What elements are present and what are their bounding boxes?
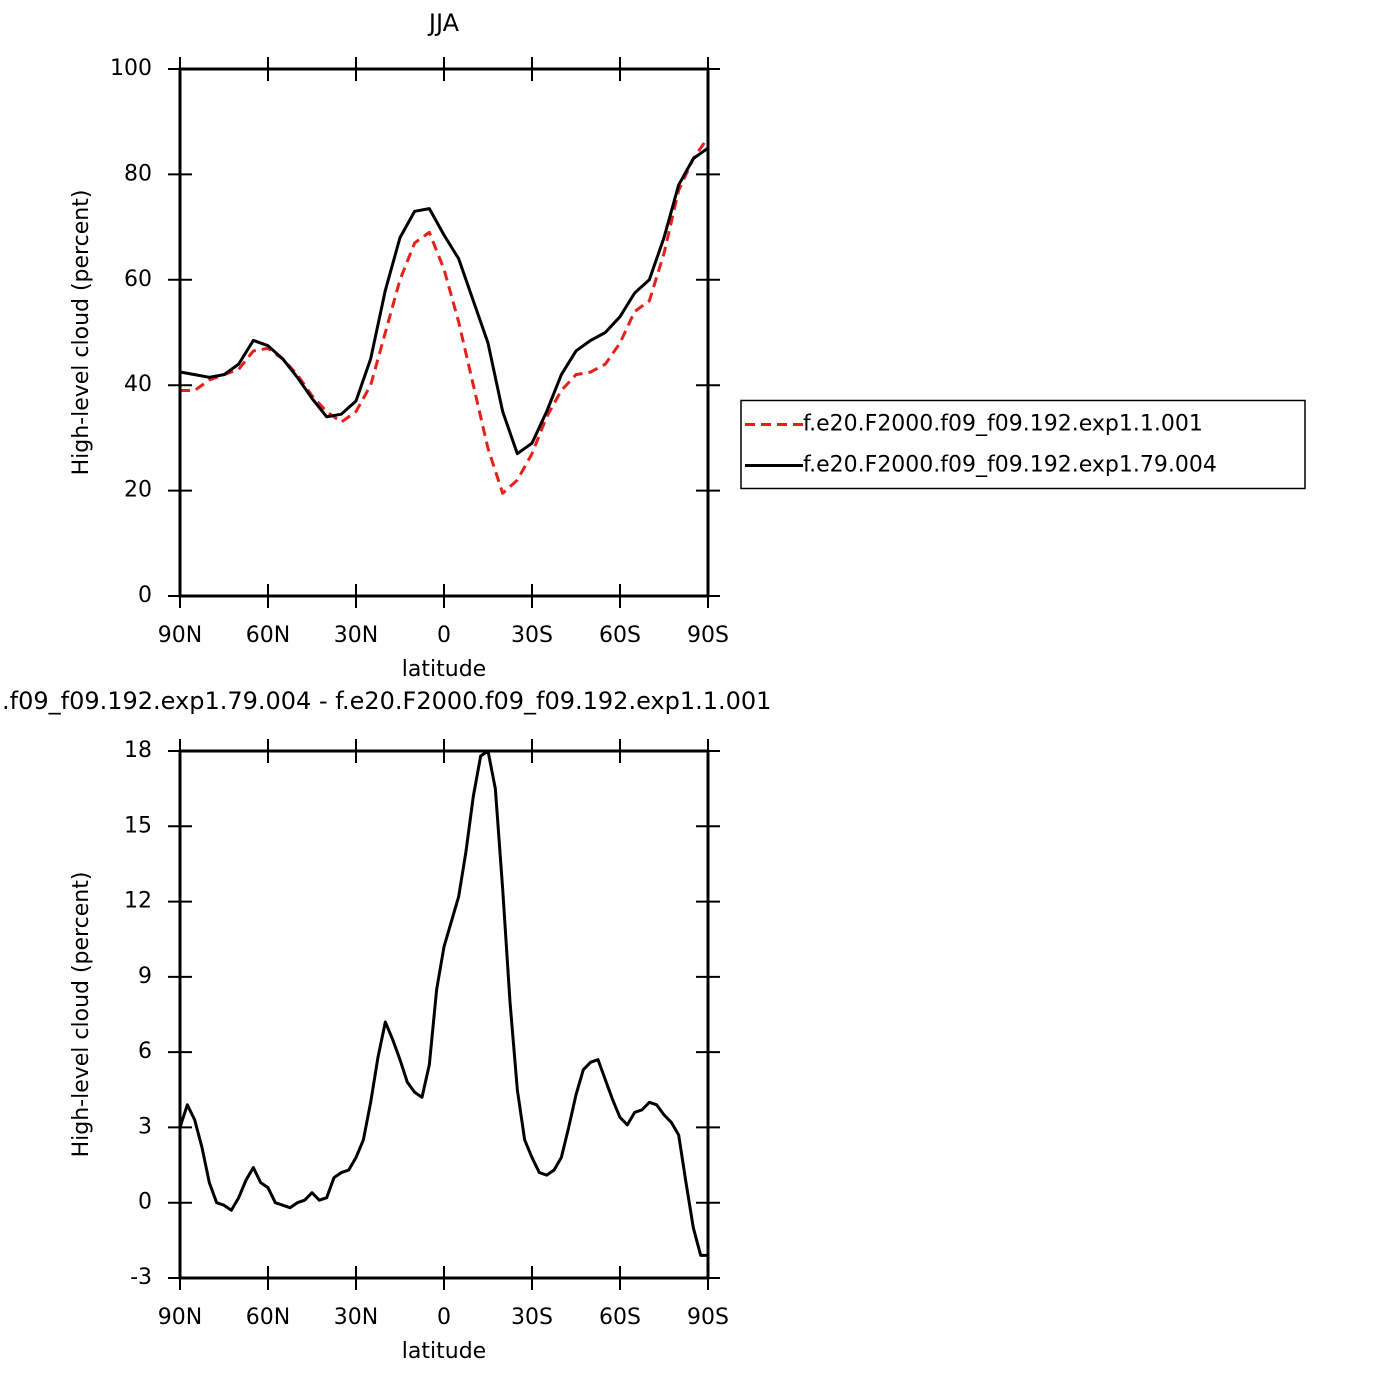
- data-line: [180, 751, 708, 1257]
- legend-label: f.e20.F2000.f09_f09.192.exp1.79.004: [803, 453, 1217, 478]
- x-tick-label: 0: [437, 623, 451, 648]
- y-tick-label: 80: [124, 161, 152, 186]
- chart-title: JJA: [427, 9, 460, 37]
- legend-box: [740, 399, 1306, 490]
- x-tick-label: 90N: [158, 623, 202, 648]
- y-tick-label: 100: [110, 56, 152, 81]
- plot-frame: [178, 749, 710, 1280]
- x-tick-label: 60S: [599, 1305, 641, 1330]
- y-tick-label: 3: [138, 1114, 152, 1139]
- y-axis-label: High-level cloud (percent): [69, 872, 94, 1158]
- x-tick-label: 60N: [246, 623, 290, 648]
- x-tick-label: 30S: [511, 1305, 553, 1330]
- x-tick-label: 90S: [687, 1305, 729, 1330]
- x-tick-label: 90N: [158, 1305, 202, 1330]
- y-tick-label: -3: [130, 1265, 152, 1290]
- y-tick-label: 0: [138, 583, 152, 608]
- y-tick-label: 12: [124, 889, 152, 914]
- y-tick-label: 18: [124, 738, 152, 763]
- y-tick-label: 6: [138, 1039, 152, 1064]
- y-tick-label: 20: [124, 478, 152, 503]
- chart-title: .f09_f09.192.exp1.79.004 - f.e20.F2000.f…: [2, 687, 771, 715]
- x-tick-label: 30N: [334, 623, 378, 648]
- x-tick-label: 90S: [687, 623, 729, 648]
- x-tick-label: 30N: [334, 1305, 378, 1330]
- data-line: [180, 146, 708, 456]
- x-tick-label: 30S: [511, 623, 553, 648]
- y-axis-label: High-level cloud (percent): [69, 190, 94, 476]
- plot-frame: [178, 67, 710, 598]
- x-tick-label: 60S: [599, 623, 641, 648]
- y-tick-label: 0: [138, 1190, 152, 1215]
- x-tick-label: 60N: [246, 1305, 290, 1330]
- y-tick-label: 9: [138, 964, 152, 989]
- y-tick-label: 15: [124, 813, 152, 838]
- y-tick-label: 40: [124, 372, 152, 397]
- x-axis-label: latitude: [402, 1339, 486, 1364]
- legend-label: f.e20.F2000.f09_f09.192.exp1.1.001: [803, 412, 1203, 437]
- x-axis-label: latitude: [402, 657, 486, 682]
- data-line: [180, 136, 708, 495]
- x-tick-label: 0: [437, 1305, 451, 1330]
- y-tick-label: 60: [124, 267, 152, 292]
